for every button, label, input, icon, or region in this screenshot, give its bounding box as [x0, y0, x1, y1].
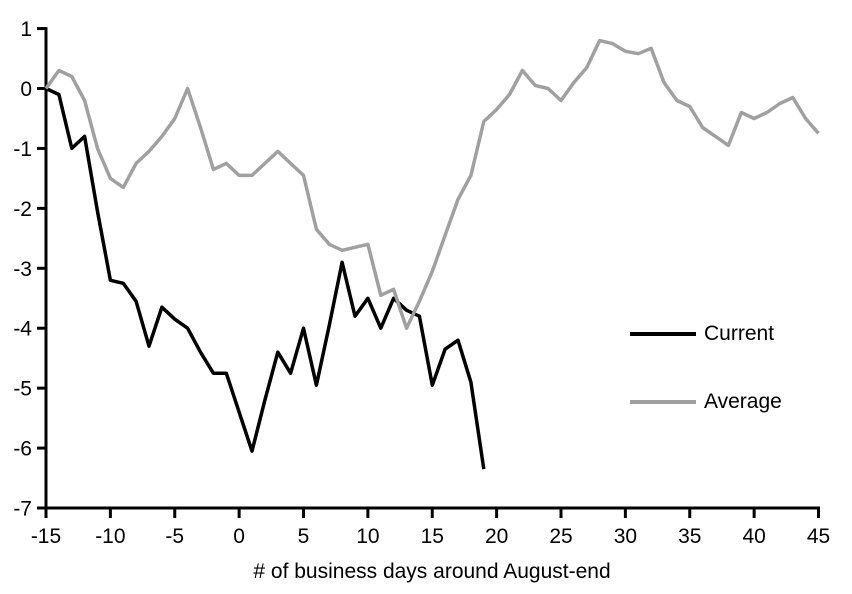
- x-tick-label: -15: [31, 525, 61, 548]
- y-tick-label: 1: [20, 18, 32, 41]
- y-tick-label: -6: [13, 438, 32, 461]
- x-tick-label: 30: [614, 525, 637, 548]
- x-tick-label: 20: [485, 525, 508, 548]
- y-tick-label: -3: [13, 258, 32, 281]
- y-tick-label: -2: [13, 198, 32, 221]
- x-tick-label: 45: [807, 525, 830, 548]
- x-axis-title: # of business days around August-end: [253, 560, 611, 583]
- y-tick-label: -7: [13, 498, 32, 521]
- series-line-current: [45, 86, 486, 470]
- y-tick-label: -4: [13, 318, 32, 341]
- x-tick-label: 25: [549, 525, 572, 548]
- y-tick-label: 0: [20, 78, 32, 101]
- legend-line-average: [630, 400, 696, 404]
- legend-item-current: Current: [630, 322, 775, 345]
- legend-label-current: Current: [704, 322, 775, 345]
- legend-item-average: Average: [630, 390, 782, 413]
- legend-label-average: Average: [704, 390, 782, 413]
- x-tick-label: 5: [298, 525, 310, 548]
- x-tick-label: 35: [678, 525, 701, 548]
- x-tick-label: -5: [165, 525, 184, 548]
- y-tick-label: -1: [13, 138, 32, 161]
- x-tick-label: 0: [233, 525, 245, 548]
- x-tick-label: 15: [421, 525, 444, 548]
- x-tick-label: -10: [95, 525, 125, 548]
- legend-line-current: [630, 332, 696, 336]
- x-tick-label: 40: [742, 525, 765, 548]
- y-tick-label: -5: [13, 378, 32, 401]
- series-line-average: [44, 38, 820, 330]
- x-tick-label: 10: [356, 525, 379, 548]
